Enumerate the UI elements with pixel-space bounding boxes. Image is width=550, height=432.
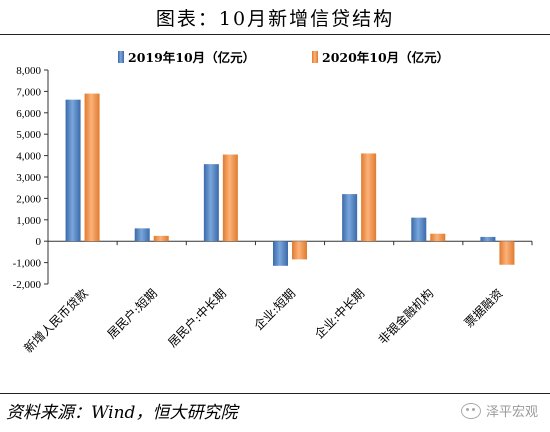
wechat-icon <box>460 402 481 419</box>
bar-2020-6 <box>499 241 515 265</box>
source-divider <box>0 393 550 394</box>
y-tick-label: -1,000 <box>13 258 42 270</box>
chart-bars <box>65 93 515 266</box>
x-tick-label: 企业:中长期 <box>311 286 367 342</box>
x-tick-label: 居民户:中长期 <box>165 286 229 350</box>
bar-2019-3 <box>273 241 288 266</box>
bar-chart: 2019年10月（亿元） 2020年10月（亿元） 8,000 7,000 6,000… <box>13 50 533 356</box>
y-tick-label: -2,000 <box>13 279 42 291</box>
watermark: 泽平宏观 <box>460 401 538 420</box>
source-note: 资料来源：Wind，恒大研究院 <box>6 403 238 423</box>
bar-2020-2 <box>222 154 238 242</box>
y-tick-label: 7,000 <box>16 86 41 98</box>
x-tick-labels: 新增人民币贷款 居民户:短期 居民户:中长期 企业:短期 企业:中长期 非银金融机构 票据融… <box>21 286 506 356</box>
chart-title: 图表：10月新增信贷结构 <box>155 8 395 30</box>
legend-label-0: 2019年10月（亿元） <box>128 50 255 65</box>
y-tick-label: 6,000 <box>16 108 41 120</box>
legend-swatch-0 <box>118 51 124 63</box>
chart-axes: 8,000 7,000 6,000 5,000 4,000 3,000 2,000 1,000… <box>13 65 533 291</box>
bar-2019-5 <box>411 217 427 242</box>
bar-2020-1 <box>153 235 169 242</box>
x-tick-label: 非银金融机构 <box>375 286 437 348</box>
y-tick-label: 4,000 <box>16 151 41 163</box>
watermark-text: 泽平宏观 <box>485 405 538 420</box>
bar-2020-5 <box>430 233 446 242</box>
bar-2019-6 <box>480 236 496 242</box>
y-tick-label: 8,000 <box>16 65 41 77</box>
y-tick-label: 1,000 <box>16 215 41 227</box>
bar-2019-1 <box>134 228 150 242</box>
bar-2020-3 <box>292 241 307 260</box>
bar-2020-0 <box>84 93 100 242</box>
x-tick-label: 居民户:短期 <box>104 286 160 342</box>
y-tick-label: 0 <box>36 236 42 248</box>
x-tick-label: 新增人民币贷款 <box>21 286 91 356</box>
x-tick-label: 票据融资 <box>462 286 506 330</box>
y-tick-label: 5,000 <box>16 129 41 141</box>
legend-swatch-1 <box>312 51 318 63</box>
bar-2019-0 <box>65 99 81 242</box>
x-tick-label: 企业:短期 <box>251 286 298 333</box>
y-tick-label: 2,000 <box>16 193 41 205</box>
title-divider <box>0 34 550 35</box>
bar-2020-4 <box>361 153 377 242</box>
bar-2019-2 <box>203 164 219 242</box>
bar-2019-4 <box>342 194 358 242</box>
legend-label-1: 2020年10月（亿元） <box>322 50 449 65</box>
y-tick-label: 3,000 <box>16 172 41 184</box>
chart-legend: 2019年10月（亿元） 2020年10月（亿元） <box>118 50 449 65</box>
